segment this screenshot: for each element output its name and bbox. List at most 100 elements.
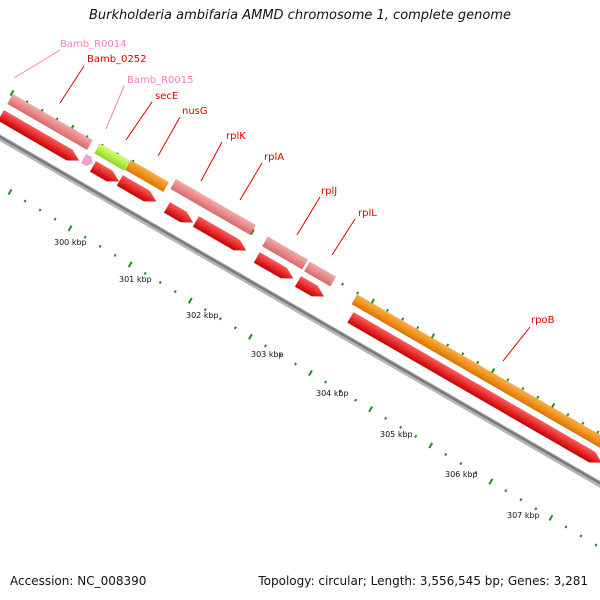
scale-tick: [38, 208, 42, 212]
backbone-layer: [0, 134, 600, 488]
label-layer: Bamb_R0014 Bamb_0252 Bamb_R0015 secE nusG rpl…: [13, 39, 555, 362]
scale-tick: [341, 282, 345, 286]
cds-arrow-Bamb_0252[interactable]: [0, 109, 82, 165]
gene-label-Bamb_0252[interactable]: Bamb_0252: [87, 54, 147, 65]
scale-tick: [519, 498, 523, 502]
scale-tick: [233, 326, 237, 330]
scale-tick: [113, 253, 117, 257]
scale-tick: [474, 471, 478, 475]
scale-tick: [488, 478, 494, 485]
leader-line: [502, 326, 531, 362]
scale-tick: [83, 235, 87, 239]
scale-tick: [444, 452, 448, 457]
scale-tick: [339, 389, 343, 393]
scale-tick: [278, 353, 282, 357]
scale-tick: [399, 425, 403, 429]
cds-arrow-rplL[interactable]: [294, 275, 327, 301]
gene-bar-rplK-rplA[interactable]: [170, 178, 256, 236]
gene-bar-secE[interactable]: [94, 143, 130, 171]
scale-tick: [293, 362, 297, 366]
gene-bar-rplL[interactable]: [303, 261, 337, 287]
scale-tick: [203, 308, 207, 312]
cds-arrow-rplK[interactable]: [163, 201, 196, 227]
gene-label-Bamb_R0015[interactable]: Bamb_R0015: [127, 75, 193, 86]
gene-bar-nusG[interactable]: [124, 159, 170, 193]
tick-label: 303 kbp: [251, 350, 284, 359]
tick-label: 300 kbp: [54, 238, 87, 247]
scale-tick: [23, 199, 27, 203]
gene-label-Bamb_R0014[interactable]: Bamb_R0014: [60, 39, 126, 50]
scale-tick: [324, 380, 328, 384]
scale-tick: [459, 461, 463, 466]
gene-label-nusG[interactable]: nusG: [182, 106, 208, 117]
scale-tick: [536, 395, 540, 399]
scale-tick: [158, 280, 162, 285]
scale-tick: [143, 271, 147, 276]
leader-line: [105, 85, 125, 130]
scale-tick: [187, 297, 193, 304]
leader-line: [59, 65, 85, 104]
cds-arrow-Bamb_R0015[interactable]: [80, 153, 95, 168]
scale-tick: [354, 398, 358, 402]
map-title: Burkholderia ambifaria AMMD chromosome 1…: [88, 8, 512, 23]
leader-line: [13, 49, 61, 79]
cds-arrow-rpoB[interactable]: [347, 311, 600, 468]
leader-line: [200, 141, 223, 182]
gene-label-secE[interactable]: secE: [155, 91, 178, 102]
scale-tick: [566, 413, 570, 417]
scale-tick: [127, 261, 133, 268]
leader-line: [239, 162, 263, 201]
scale-tick: [98, 244, 102, 248]
scale-tick: [384, 416, 388, 420]
scale-tick: [368, 406, 373, 413]
scale-tick: [7, 188, 13, 196]
scale-tick: [506, 378, 510, 382]
scale-tick: [534, 507, 538, 511]
gene-label-rplL[interactable]: rplL: [358, 208, 377, 219]
cds-arrow-nusG[interactable]: [116, 174, 159, 206]
scale-tick: [53, 217, 57, 221]
scale-tick: [579, 534, 583, 538]
gene-label-rplK[interactable]: rplK: [226, 131, 246, 142]
scale-tick: [263, 344, 267, 348]
scale-tick: [446, 343, 450, 347]
cds-arrow-rplJ[interactable]: [253, 251, 296, 283]
cds-arrow-rplA[interactable]: [192, 215, 249, 255]
scale-tick: [416, 326, 420, 330]
scale-tick: [521, 386, 525, 391]
tick-label: 304 kbp: [316, 389, 349, 398]
topology-text: Topology: circular; Length: 3,556,545 bp…: [258, 574, 588, 588]
tick-layer: 300 kbp 301 kbp 302 kbp 303 kbp 304 kbp 305 k…: [7, 89, 600, 547]
scale-tick: [9, 89, 15, 97]
gene-label-rplA[interactable]: rplA: [264, 152, 284, 163]
gene-bar-rpoB[interactable]: [351, 294, 600, 450]
scale-tick: [594, 543, 598, 547]
gene-label-rplJ[interactable]: rplJ: [321, 186, 337, 197]
leader-line: [157, 116, 181, 157]
gene-bar-rplJ[interactable]: [261, 236, 309, 270]
scale-tick: [596, 430, 600, 434]
tick-label: 305 kbp: [380, 430, 413, 439]
cds-arrow-secE[interactable]: [89, 160, 122, 186]
gene-label-rpoB[interactable]: rpoB: [531, 315, 555, 326]
scale-tick: [250, 228, 255, 236]
scale-tick: [67, 225, 73, 232]
leader-line: [125, 101, 153, 141]
feature-layer: [0, 93, 600, 468]
tick-label: 301 kbp: [119, 275, 152, 284]
scale-tick: [461, 352, 465, 356]
scale-tick: [548, 514, 554, 521]
tick-label: 306 kbp: [445, 470, 478, 479]
leader-line: [296, 196, 321, 236]
scale-tick: [308, 369, 313, 377]
gene-bar-Bamb_0252[interactable]: [7, 93, 93, 151]
tick-label: 307 kbp: [507, 511, 540, 520]
backbone-line: [0, 135, 600, 485]
leader-line: [331, 218, 356, 256]
scale-tick: [401, 317, 405, 321]
scale-tick: [476, 360, 480, 365]
scale-tick: [564, 525, 568, 529]
scale-tick: [414, 434, 418, 438]
